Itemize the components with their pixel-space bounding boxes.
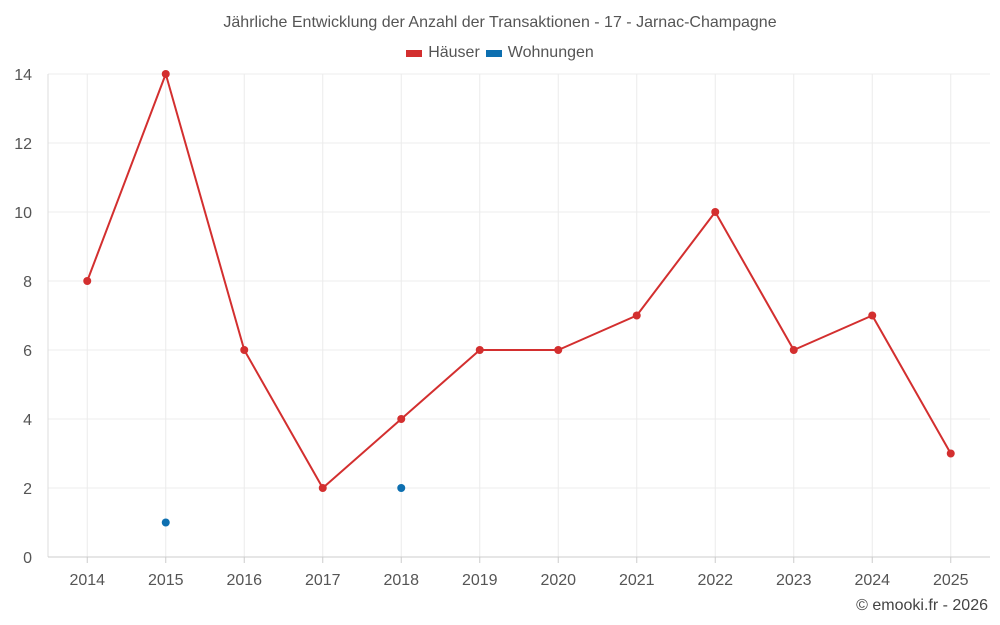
- data-point-haeuser: [240, 346, 249, 354]
- y-tick-label: 4: [23, 412, 32, 429]
- x-tick-label: 2020: [540, 572, 576, 589]
- x-tick-labels: 2014 2015 2016 2017 2018 2019 2020 2021 2022 2023…: [69, 572, 968, 589]
- axes: [47, 74, 990, 563]
- series-line-segment-haeuser: [635, 211, 717, 317]
- data-point-haeuser: [83, 277, 92, 285]
- legend-swatch-haeuser: [406, 49, 423, 57]
- legend: Häuser Wohnungen: [0, 44, 1000, 62]
- x-tick-label: 2017: [305, 572, 341, 589]
- y-tick-label: 2: [23, 481, 32, 498]
- data-point-haeuser: [397, 415, 406, 423]
- data-point-haeuser: [554, 346, 563, 354]
- series-line-segment-haeuser: [400, 349, 481, 420]
- data-point-haeuser: [789, 346, 798, 354]
- y-tick-label: 10: [14, 205, 32, 222]
- x-tick-label: 2025: [933, 572, 969, 589]
- series-points: [83, 70, 955, 527]
- y-tick-label: 14: [14, 67, 32, 84]
- credit-text: © emooki.fr - 2026: [856, 597, 988, 614]
- data-point-wohnungen: [161, 518, 170, 527]
- x-tick-label: 2021: [619, 572, 655, 589]
- y-tick-label: 6: [23, 343, 32, 360]
- y-tick-label: 8: [23, 274, 32, 291]
- x-tick-label: 2015: [148, 572, 184, 589]
- x-tick-label: 2018: [383, 572, 419, 589]
- data-point-haeuser: [161, 70, 170, 78]
- series-line-segment-haeuser: [557, 314, 638, 351]
- data-point-wohnungen: [397, 484, 406, 492]
- x-tick-label: 2014: [69, 572, 105, 589]
- data-point-haeuser: [711, 208, 720, 216]
- data-point-haeuser: [868, 311, 877, 320]
- series-line-segment-haeuser: [714, 211, 795, 351]
- x-tick-label: 2016: [226, 572, 262, 589]
- legend-swatch-wohnungen: [485, 49, 502, 57]
- series-line-segment-haeuser: [86, 73, 167, 282]
- legend-label-haeuser: Häuser: [428, 44, 480, 61]
- series-line-segment-haeuser: [321, 418, 403, 489]
- x-tick-label: 2024: [854, 572, 890, 589]
- series-line-segment-haeuser: [243, 349, 324, 489]
- legend-label-wohnungen: Wohnungen: [507, 44, 594, 61]
- x-tick-label: 2019: [462, 572, 498, 589]
- y-tick-label: 0: [23, 550, 32, 567]
- y-tick-label: 12: [14, 136, 32, 153]
- series-line-segment-haeuser: [871, 314, 952, 455]
- data-point-haeuser: [318, 484, 327, 492]
- data-point-haeuser: [946, 449, 955, 458]
- series-line-segment-haeuser: [792, 314, 874, 351]
- chart-title: Jährliche Entwicklung der Anzahl der Tra…: [223, 14, 777, 31]
- y-tick-labels: 0 2 4 6 8 10 12 14: [14, 67, 32, 567]
- x-tick-label: 2022: [697, 572, 733, 589]
- data-point-haeuser: [632, 311, 641, 320]
- series-lines: [86, 73, 952, 489]
- x-tick-label: 2023: [776, 572, 812, 589]
- grid: [48, 73, 990, 557]
- legend-item-wohnungen[interactable]: Wohnungen: [485, 44, 594, 62]
- legend-item-haeuser[interactable]: Häuser: [406, 44, 480, 62]
- series-line-segment-haeuser: [164, 73, 246, 351]
- data-point-haeuser: [475, 346, 484, 354]
